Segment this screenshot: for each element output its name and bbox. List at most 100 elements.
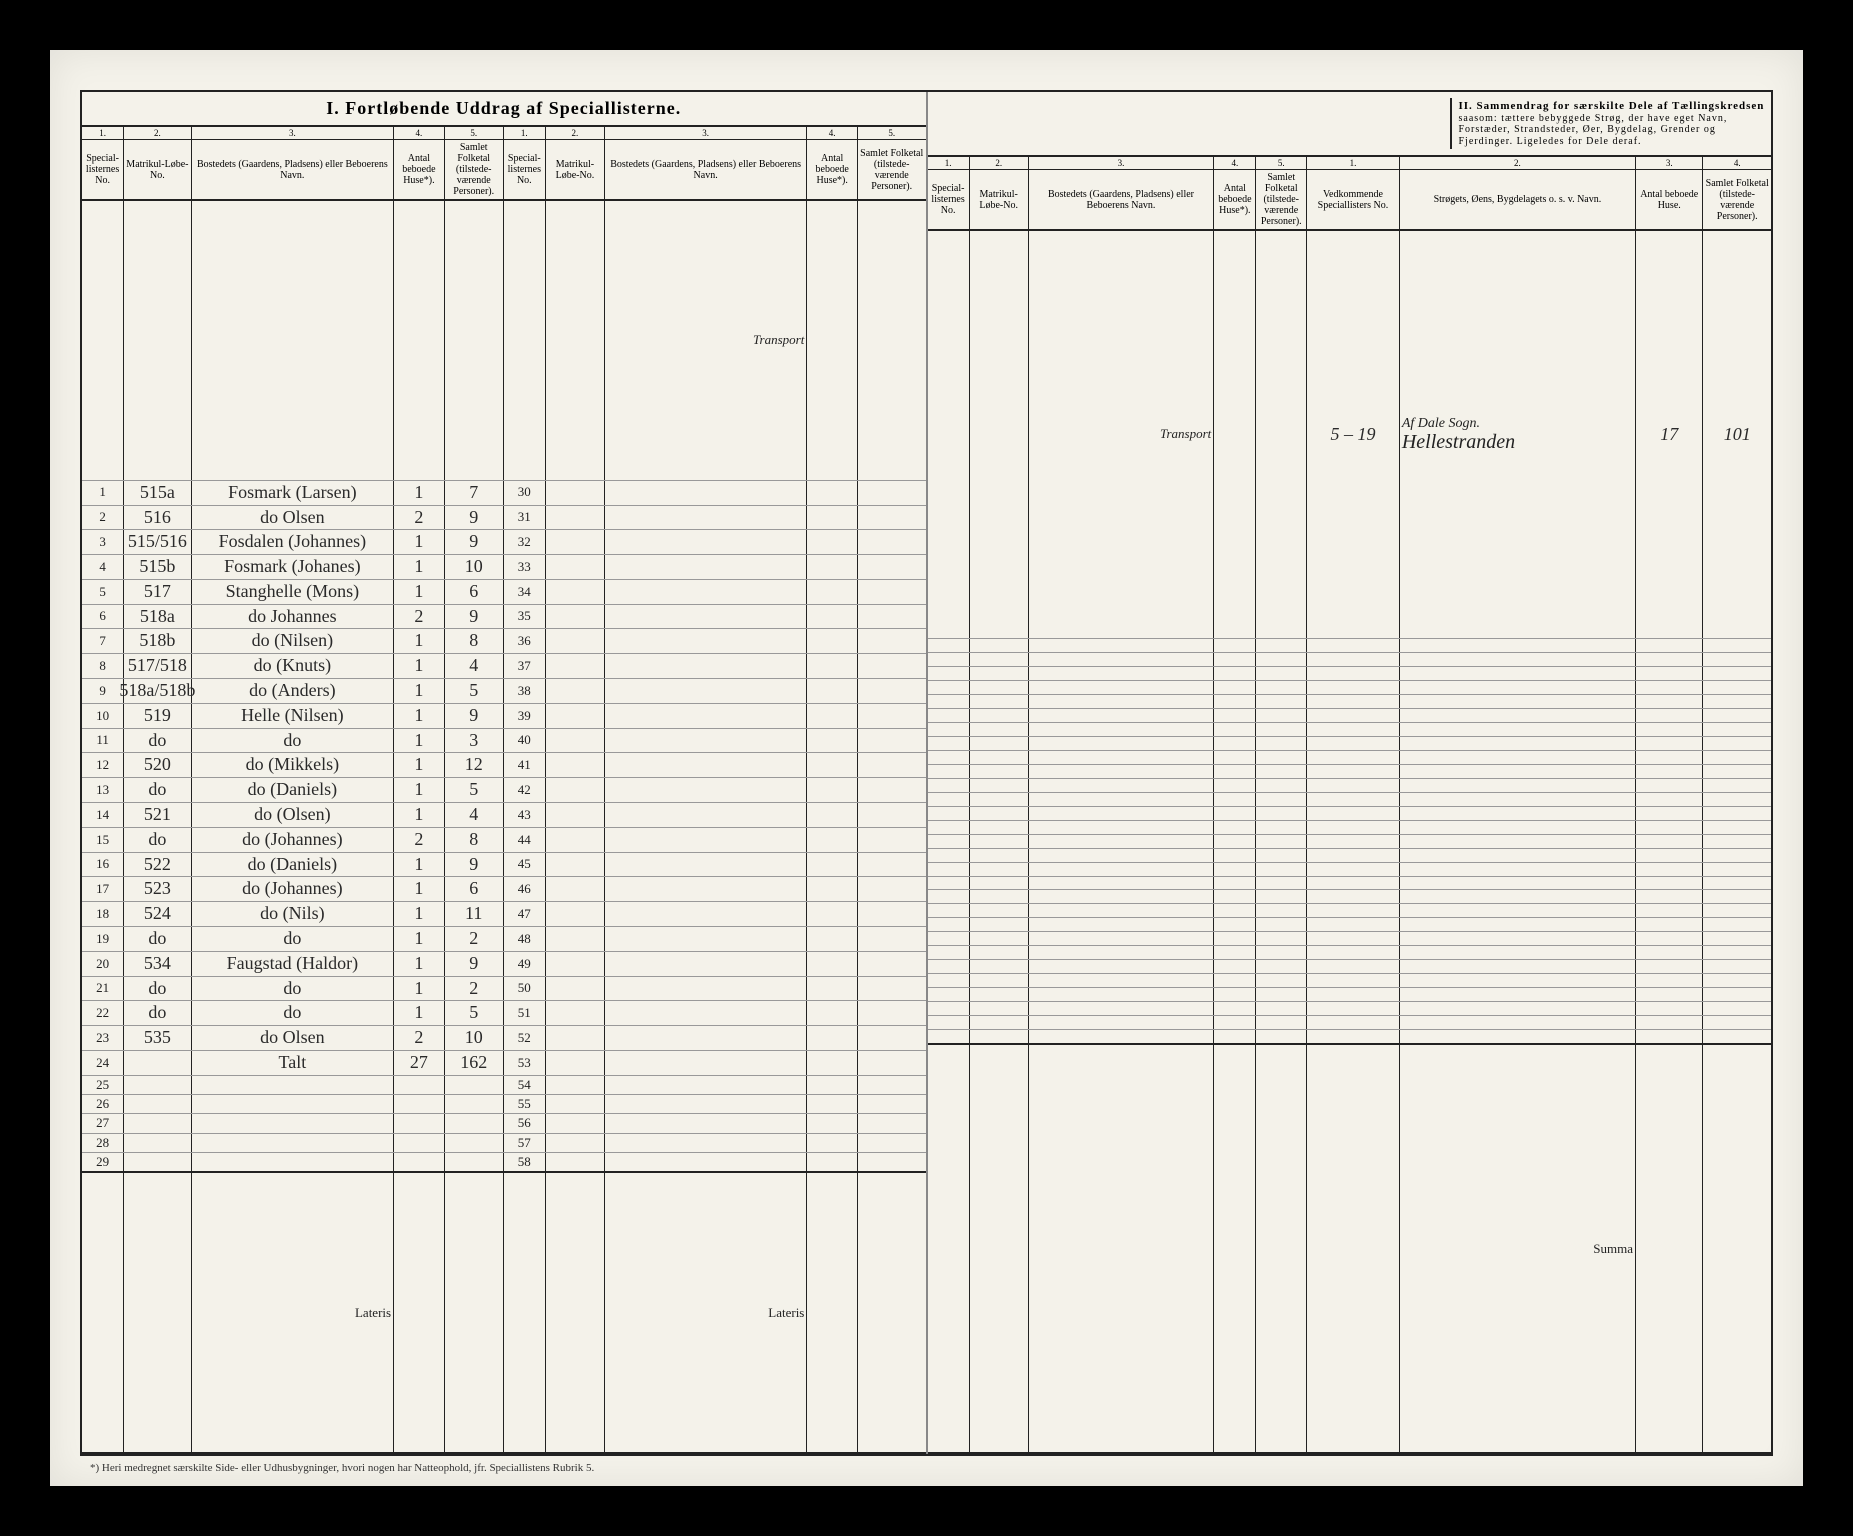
- row-no: 26: [82, 1095, 124, 1113]
- cell: [1214, 709, 1256, 722]
- row-huse: 2: [394, 828, 445, 852]
- row-huse: 1: [394, 902, 445, 926]
- left-colnum-line: 1. 2. 3. 4. 5. 1. 2. 3. 4. 5.: [82, 127, 926, 140]
- row-huse2: [807, 629, 858, 653]
- row-mat2: [546, 853, 605, 877]
- cell: [970, 960, 1029, 973]
- hdr-no: Special-listernes No.: [928, 170, 970, 229]
- row-mat: 534: [124, 952, 191, 976]
- row-no2: 43: [504, 803, 546, 827]
- table-row: [928, 835, 1772, 849]
- row-pers2: [858, 853, 925, 877]
- row-mat2: [546, 803, 605, 827]
- row-no: 11: [82, 729, 124, 753]
- cell: [1256, 681, 1307, 694]
- row-pers: [445, 1153, 504, 1171]
- cell: [1636, 807, 1703, 820]
- hdr-mat: Matrikul-Løbe-No.: [546, 140, 605, 199]
- row-mat: 524: [124, 902, 191, 926]
- cell: [1703, 751, 1770, 764]
- row-no2: 46: [504, 877, 546, 901]
- cell: [1256, 890, 1307, 903]
- cell: [928, 737, 970, 750]
- scan-frame: I. Fortløbende Uddrag af Speciallisterne…: [0, 0, 1853, 1536]
- row-pers: 6: [445, 877, 504, 901]
- row-mat2: [546, 629, 605, 653]
- colnum: 4.: [1703, 157, 1770, 169]
- cell: [1636, 849, 1703, 862]
- row-no: 28: [82, 1134, 124, 1152]
- cell: [1307, 653, 1400, 666]
- cell: [1029, 737, 1215, 750]
- cell: [1256, 904, 1307, 917]
- colnum: 2.: [970, 157, 1029, 169]
- sec2-name-sup: Af Dale Sogn.: [1402, 416, 1480, 431]
- cell: [1307, 863, 1400, 876]
- row-no: 15: [82, 828, 124, 852]
- row-name2: [605, 778, 807, 802]
- table-row: [928, 695, 1772, 709]
- hdr-pers: Samlet Folketal (tilstede-værende Person…: [858, 140, 925, 199]
- row-mat2: [546, 1001, 605, 1025]
- cell: [1307, 751, 1400, 764]
- row-mat: do: [124, 1001, 191, 1025]
- cell: [1029, 765, 1215, 778]
- cell: [928, 890, 970, 903]
- cell: [1703, 667, 1770, 680]
- cell: [1636, 653, 1703, 666]
- cell: [1029, 821, 1215, 834]
- row-name2: [605, 580, 807, 604]
- cell: [1214, 639, 1256, 652]
- cell: [1214, 737, 1256, 750]
- cell: [1636, 904, 1703, 917]
- cell: [970, 1002, 1029, 1015]
- row-name2: [605, 1134, 807, 1152]
- cell: [1214, 779, 1256, 792]
- row-no: 27: [82, 1114, 124, 1132]
- table-row: [928, 988, 1772, 1002]
- row-no2: 37: [504, 654, 546, 678]
- cell: [1703, 932, 1770, 945]
- table-row: [928, 793, 1772, 807]
- row-name: [192, 1076, 394, 1094]
- row-huse: 1: [394, 877, 445, 901]
- row-huse: [394, 1095, 445, 1113]
- row-pers2: [858, 803, 925, 827]
- cell: [1214, 695, 1256, 708]
- hdr-name: Bostedets (Gaardens, Pladsens) eller Beb…: [605, 140, 807, 199]
- cell: [970, 737, 1029, 750]
- row-pers2: [858, 1076, 925, 1094]
- row-no: 22: [82, 1001, 124, 1025]
- row-mat2: [546, 1153, 605, 1171]
- row-huse2: [807, 704, 858, 728]
- row-mat2: [546, 1051, 605, 1075]
- row-pers: 9: [445, 605, 504, 629]
- row-name2: [605, 629, 807, 653]
- row-mat: 518a: [124, 605, 191, 629]
- row-pers: 162: [445, 1051, 504, 1075]
- cell: [928, 709, 970, 722]
- row-name: do (Nilsen): [192, 629, 394, 653]
- cell: [1307, 821, 1400, 834]
- cell: [1307, 877, 1400, 890]
- cell: [970, 877, 1029, 890]
- cell: [1400, 667, 1636, 680]
- row-pers: 5: [445, 778, 504, 802]
- row-mat2: [546, 952, 605, 976]
- cell: [1029, 639, 1215, 652]
- cell: [928, 639, 970, 652]
- cell: [928, 863, 970, 876]
- cell: [1214, 653, 1256, 666]
- row-pers2: [858, 704, 925, 728]
- row-name: [192, 1114, 394, 1132]
- row-no2: 41: [504, 753, 546, 777]
- cell: [1029, 1030, 1215, 1043]
- row-no: 19: [82, 927, 124, 951]
- table-row: 8517/518do (Knuts)1437: [82, 654, 926, 679]
- hdr-no: Special-listernes No.: [82, 140, 124, 199]
- row-huse2: [807, 1134, 858, 1152]
- cell: [1256, 960, 1307, 973]
- cell: [1703, 765, 1770, 778]
- row-name: Fosmark (Johanes): [192, 555, 394, 579]
- section2-title: II. Sammendrag for særskilte Dele af Tæl…: [1450, 98, 1771, 149]
